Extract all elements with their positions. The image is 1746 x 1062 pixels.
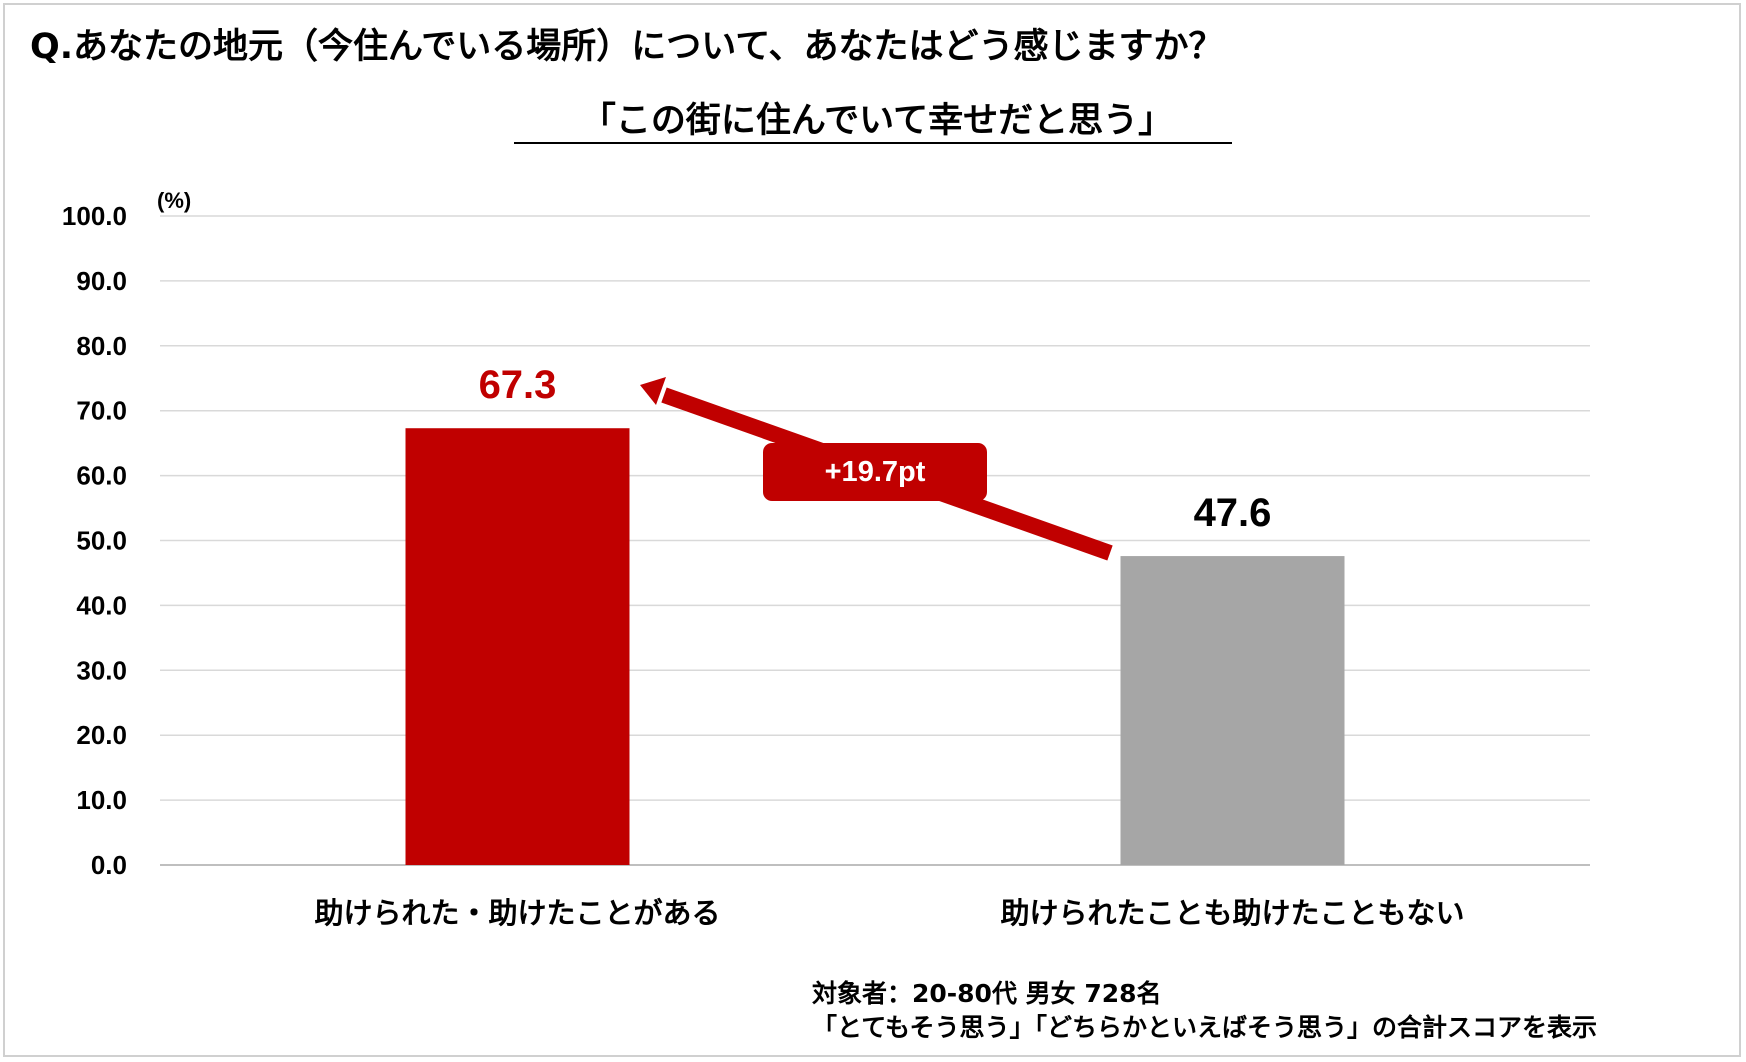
x-category-label: 助けられたことも助けたこともない xyxy=(1000,896,1464,930)
arrow-head xyxy=(640,377,666,405)
y-tick-label: 40.0 xyxy=(76,590,127,620)
y-tick-label: 30.0 xyxy=(76,655,127,685)
y-tick-label: 10.0 xyxy=(76,785,127,815)
note-respondents: 対象者：20-80代 男女 728名 xyxy=(812,979,1162,1008)
bar xyxy=(1120,556,1345,865)
category-labels: 助けられた・助けたことがある 助けられたことも助けたこともない xyxy=(314,896,1464,930)
y-tick-label: 0.0 xyxy=(91,850,127,880)
chart-subtitle: 「この街に住んでいて幸せだと思う」 xyxy=(581,101,1173,141)
x-category-label: 助けられた・助けたことがある xyxy=(314,896,720,930)
y-tick-label: 20.0 xyxy=(76,720,127,750)
difference-badge xyxy=(763,443,987,501)
y-unit-label: (%) xyxy=(157,188,191,213)
bars: 67.3 47.6 xyxy=(405,363,1345,865)
y-axis-ticks: 0.0 10.0 20.0 30.0 40.0 50.0 60.0 70.0 80.0 90.0 1… xyxy=(62,201,127,880)
difference-arrow: +19.7pt xyxy=(640,377,1113,561)
y-tick-label: 100.0 xyxy=(62,201,127,231)
bar-value-label: 67.3 xyxy=(479,363,557,407)
bar-value-label: 47.6 xyxy=(1194,491,1272,535)
question-title: Q.あなたの地元（今住んでいる場所）について、あなたはどう感じますか？ xyxy=(30,27,1224,67)
bar xyxy=(405,428,630,865)
gridlines xyxy=(160,215,1590,866)
y-tick-label: 70.0 xyxy=(76,396,127,426)
chart-frame xyxy=(3,3,1741,1057)
difference-label: +19.7pt xyxy=(825,456,926,488)
y-tick-label: 60.0 xyxy=(76,461,127,491)
note-score: 「とてもそう思う」「どちらかといえばそう思う」の合計スコアを表示 xyxy=(812,1013,1597,1042)
y-tick-label: 50.0 xyxy=(76,526,127,556)
y-tick-label: 90.0 xyxy=(76,266,127,296)
y-tick-label: 80.0 xyxy=(76,331,127,361)
